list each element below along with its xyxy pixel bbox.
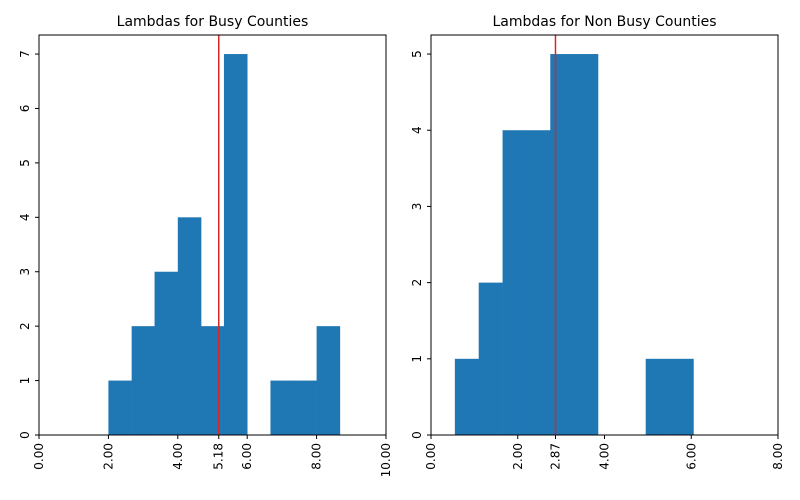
x-tick-label: 10.00 — [379, 443, 393, 477]
x-tick-label: 8.00 — [310, 443, 324, 470]
x-tick-label: 8.00 — [771, 443, 785, 470]
y-tick-label: 4 — [18, 213, 32, 221]
x-tick-label: 4.00 — [171, 443, 185, 470]
histogram-bar — [645, 358, 670, 435]
subplot-1: Lambdas for Busy Counties 0.00 2.00 4.00 5.1… — [18, 14, 393, 477]
y-tick-label: 5 — [18, 159, 32, 167]
x-tick-label: 5.18 — [212, 443, 226, 470]
y-tick-label: 1 — [18, 377, 32, 385]
histogram-bar — [574, 54, 599, 436]
chart-title: Lambdas for Busy Counties — [117, 14, 309, 30]
y-tick-label: 5 — [410, 50, 424, 58]
y-tick-label: 6 — [18, 105, 32, 113]
y-tick-label: 0 — [18, 431, 32, 439]
x-tick-label: 4.00 — [598, 443, 612, 470]
histogram-bar — [154, 271, 179, 435]
histogram-bar — [316, 326, 341, 435]
y-tick-label: 1 — [410, 355, 424, 363]
histogram-bar — [550, 54, 575, 436]
histogram-bar — [454, 358, 480, 435]
x-tick-label: 0.00 — [32, 443, 46, 470]
y-tick-label: 7 — [18, 50, 32, 58]
histogram-bar — [177, 217, 202, 435]
chart-title: Lambdas for Non Busy Counties — [492, 14, 716, 30]
x-tick-label: 6.00 — [684, 443, 698, 470]
x-tick-label: 6.00 — [240, 443, 254, 470]
y-tick-label: 3 — [410, 203, 424, 211]
x-tick-label: 2.00 — [511, 443, 525, 470]
x-tick-label: 2.87 — [548, 443, 562, 470]
histogram-bar — [201, 326, 225, 435]
x-tick-label: 2.00 — [101, 443, 115, 470]
plot-frame — [38, 34, 387, 436]
y-tick-label: 0 — [410, 431, 424, 439]
y-tick-label: 4 — [410, 126, 424, 134]
histogram-bar — [223, 54, 248, 436]
histogram-bar — [293, 380, 317, 435]
y-tick-label: 3 — [18, 268, 32, 276]
subplot-2: Lambdas for Non Busy Counties 0.00 2.00 2.8… — [410, 14, 785, 470]
histogram-bar — [478, 282, 503, 435]
x-tick-label: 0.00 — [424, 443, 438, 470]
y-tick-label: 2 — [18, 322, 32, 330]
histogram-bar — [131, 326, 155, 435]
histogram-bar — [502, 130, 527, 435]
histogram-bar — [108, 380, 132, 435]
histogram-bar — [669, 358, 694, 435]
y-tick-label: 2 — [410, 279, 424, 287]
histogram-bar — [526, 130, 551, 435]
histogram-bar — [270, 380, 294, 435]
